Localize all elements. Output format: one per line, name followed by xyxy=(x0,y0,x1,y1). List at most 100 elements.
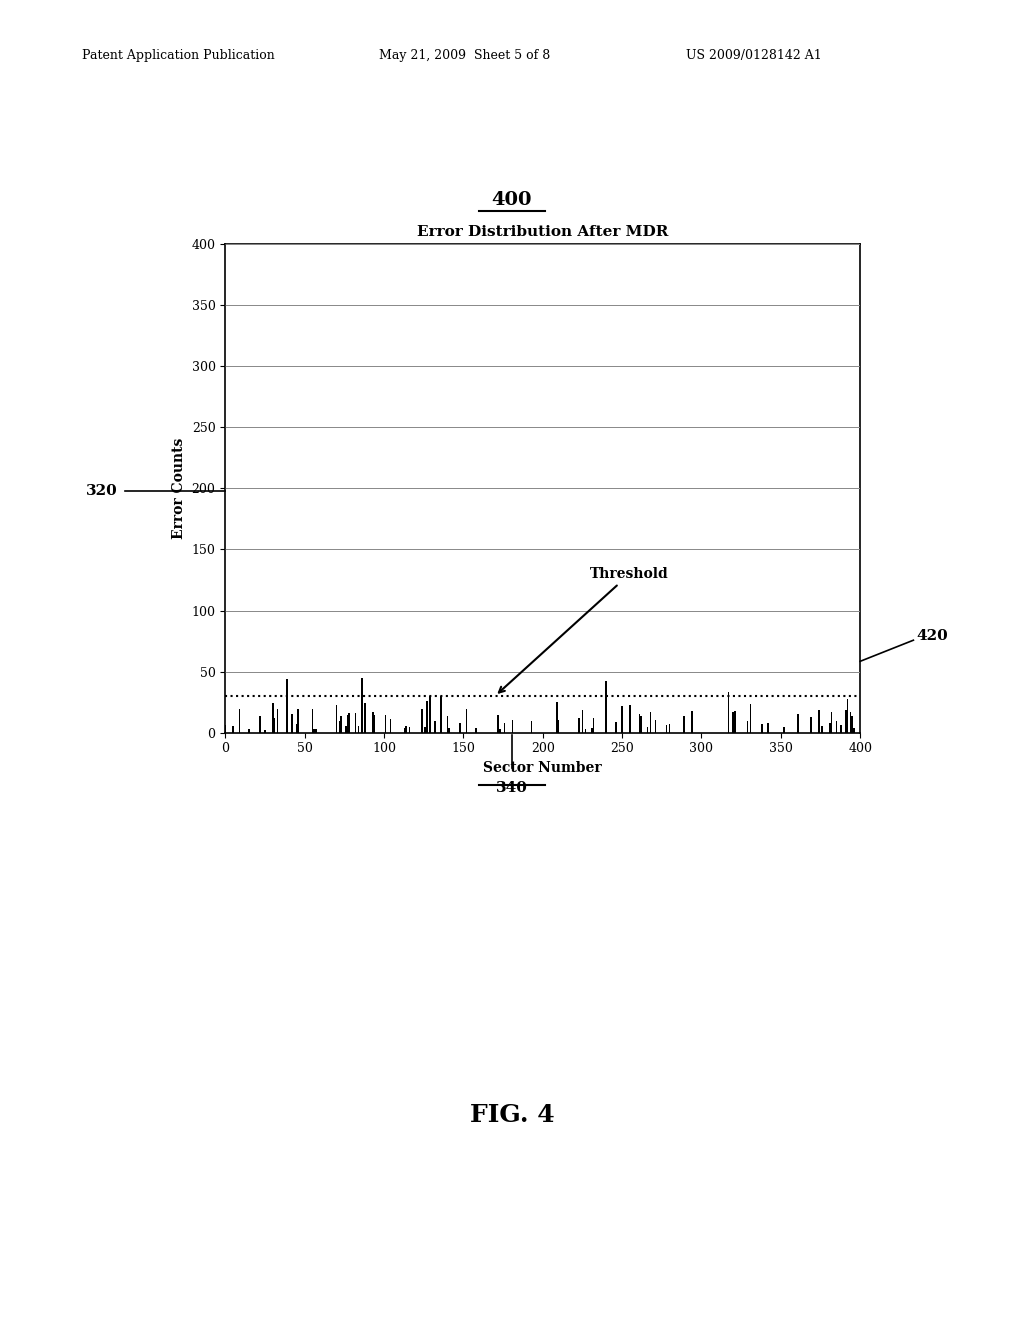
Text: 420: 420 xyxy=(916,630,948,643)
Bar xyxy=(434,721,435,733)
X-axis label: Sector Number: Sector Number xyxy=(483,760,602,775)
Bar xyxy=(340,717,342,733)
Bar xyxy=(615,722,616,733)
Bar xyxy=(440,696,442,733)
Bar xyxy=(845,710,847,733)
Bar xyxy=(429,696,431,733)
Bar xyxy=(761,725,763,733)
Bar xyxy=(841,726,842,733)
Bar xyxy=(259,715,261,733)
Text: 320: 320 xyxy=(86,484,118,498)
Bar xyxy=(798,714,799,733)
Bar xyxy=(734,710,735,733)
Title: Error Distribution After MDR: Error Distribution After MDR xyxy=(417,224,669,239)
Bar xyxy=(683,715,685,733)
Bar xyxy=(385,715,386,733)
Text: 400: 400 xyxy=(492,190,532,209)
Bar xyxy=(851,715,853,733)
Bar xyxy=(654,721,656,733)
Text: 340: 340 xyxy=(496,781,528,796)
Bar xyxy=(232,726,234,733)
Bar xyxy=(224,725,226,733)
Bar xyxy=(239,709,241,733)
Bar xyxy=(810,717,812,733)
Bar xyxy=(691,711,692,733)
Bar xyxy=(287,678,288,733)
Bar xyxy=(298,709,299,733)
Bar xyxy=(406,726,407,733)
Bar xyxy=(585,730,587,733)
Text: Threshold: Threshold xyxy=(499,566,669,693)
Bar xyxy=(389,719,391,733)
Bar xyxy=(504,723,506,733)
Text: US 2009/0128142 A1: US 2009/0128142 A1 xyxy=(686,49,822,62)
Bar xyxy=(361,678,362,733)
Bar xyxy=(449,729,450,733)
Bar xyxy=(818,710,819,733)
Bar xyxy=(354,713,356,733)
Text: FIG. 4: FIG. 4 xyxy=(470,1104,554,1127)
Bar xyxy=(421,709,423,733)
Bar xyxy=(853,729,855,733)
Bar xyxy=(357,726,359,733)
Bar xyxy=(640,717,642,733)
Bar xyxy=(746,721,749,733)
Bar xyxy=(446,715,449,733)
Bar xyxy=(315,729,316,733)
Bar xyxy=(512,719,513,733)
Bar xyxy=(591,729,593,733)
Bar xyxy=(264,730,266,733)
Bar xyxy=(728,692,729,733)
Bar xyxy=(639,714,640,733)
Bar xyxy=(821,726,823,733)
Bar xyxy=(248,729,250,733)
Bar xyxy=(409,727,411,733)
Y-axis label: Error Counts: Error Counts xyxy=(172,438,186,539)
Bar xyxy=(372,711,374,733)
Bar xyxy=(622,706,623,733)
Bar xyxy=(296,725,298,733)
Bar xyxy=(647,727,648,733)
Bar xyxy=(313,729,315,733)
Bar xyxy=(460,722,461,733)
Bar xyxy=(836,721,838,733)
Bar xyxy=(336,705,337,733)
Bar xyxy=(466,709,467,733)
Bar xyxy=(783,727,784,733)
Bar xyxy=(530,721,532,733)
Bar xyxy=(276,709,279,733)
Bar xyxy=(629,705,631,733)
Bar xyxy=(556,702,558,733)
Bar xyxy=(475,729,477,733)
Bar xyxy=(291,714,293,733)
Bar xyxy=(582,710,584,733)
Bar xyxy=(311,709,313,733)
Bar xyxy=(669,725,671,733)
Bar xyxy=(605,681,607,733)
Bar xyxy=(345,726,347,733)
Bar xyxy=(499,729,501,733)
Bar xyxy=(593,718,594,733)
Bar xyxy=(347,715,348,733)
Bar xyxy=(829,723,830,733)
Bar xyxy=(850,711,851,733)
Bar xyxy=(767,722,769,733)
Bar xyxy=(272,702,273,733)
Bar xyxy=(579,718,580,733)
Bar xyxy=(403,727,406,733)
Bar xyxy=(426,701,428,733)
Bar xyxy=(273,718,275,733)
Bar xyxy=(650,713,651,733)
Bar xyxy=(425,727,426,733)
Bar xyxy=(558,721,559,733)
Text: May 21, 2009  Sheet 5 of 8: May 21, 2009 Sheet 5 of 8 xyxy=(379,49,550,62)
Bar xyxy=(830,713,833,733)
Bar xyxy=(666,725,668,733)
Bar xyxy=(732,711,734,733)
Bar xyxy=(365,704,366,733)
Bar xyxy=(847,700,848,733)
Text: Patent Application Publication: Patent Application Publication xyxy=(82,49,274,62)
Bar xyxy=(498,715,499,733)
Bar xyxy=(339,722,340,733)
Bar xyxy=(750,704,752,733)
